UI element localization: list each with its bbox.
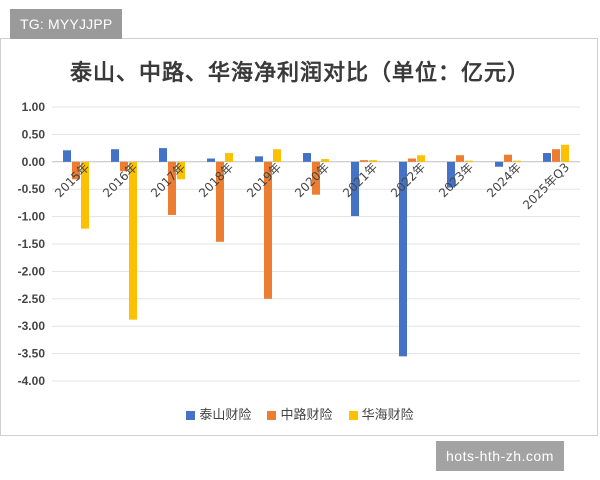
- legend: 泰山财险 中路财险 华海财险: [0, 404, 600, 423]
- grid-layer: [52, 106, 580, 382]
- bar: [561, 144, 569, 162]
- legend-item-zhonglu: 中路财险: [267, 404, 333, 423]
- bar: [255, 156, 263, 162]
- bar: [81, 161, 89, 229]
- bar: [417, 155, 425, 162]
- chart-frame: [0, 38, 598, 436]
- x-tick-label: 2025年Q3: [520, 160, 572, 212]
- y-axis-ticks: 1.00 0.50 0.00 -0.50 -1.00 -1.50 -2.00 -2.50 -3.…: [18, 100, 46, 388]
- bar: [168, 161, 176, 215]
- legend-swatch-zhonglu: [267, 411, 277, 420]
- bar: [177, 161, 185, 180]
- x-tick-label: 2022年: [388, 160, 428, 200]
- legend-label-huahai: 华海财险: [361, 408, 414, 423]
- bar: [207, 158, 215, 162]
- bar: [159, 148, 167, 162]
- bar: [504, 154, 512, 162]
- bar: [465, 160, 473, 162]
- y-tick-label: -4.00: [18, 374, 46, 388]
- legend-item-taishan: 泰山财险: [186, 404, 251, 423]
- y-tick-label: -2.50: [18, 292, 46, 306]
- y-tick-label: 0.50: [22, 127, 46, 141]
- y-tick-label: 1.00: [22, 100, 46, 114]
- bar: [351, 161, 359, 217]
- x-tick-label: 2023年: [436, 160, 476, 200]
- y-tick-label: 0.00: [22, 155, 46, 169]
- watermark: hots-hth-zh.com: [436, 441, 564, 471]
- bar: [216, 161, 224, 242]
- x-tick-label: 2021年: [340, 160, 380, 200]
- bar: [111, 149, 119, 162]
- bar: [312, 161, 320, 195]
- bar: [63, 150, 71, 162]
- y-tick-label: -3.50: [18, 347, 46, 361]
- legend-label-zhonglu: 中路财险: [280, 408, 333, 423]
- x-tick-label: 2024年: [484, 160, 524, 200]
- y-tick-label: -0.50: [18, 182, 46, 196]
- bar: [447, 161, 455, 188]
- y-tick-label: -1.50: [18, 237, 46, 251]
- bars: [63, 144, 569, 357]
- bar: [264, 161, 272, 299]
- chart-title: 泰山、中路、华海净利润对比（单位：亿元）: [69, 60, 530, 86]
- legend-label-taishan: 泰山财险: [199, 408, 252, 423]
- y-tick-label: -2.00: [18, 264, 46, 278]
- bar: [369, 160, 377, 162]
- bar: [543, 153, 551, 162]
- tg-badge: TG: MYYJJPP: [10, 9, 123, 39]
- bar: [303, 153, 311, 162]
- y-tick-label: -1.00: [18, 210, 46, 224]
- y-tick-label: -3.00: [18, 319, 46, 333]
- bar: [321, 159, 329, 162]
- bar: [360, 160, 368, 162]
- bar: [72, 161, 80, 180]
- bar: [513, 160, 521, 162]
- bar: [120, 161, 128, 172]
- bar: [456, 155, 464, 162]
- legend-swatch-huahai: [348, 411, 358, 420]
- bar: [495, 161, 503, 167]
- legend-swatch-taishan: [186, 411, 196, 420]
- bar: [399, 161, 407, 357]
- bar: [129, 161, 137, 320]
- bar: [408, 158, 416, 162]
- bar: [273, 149, 281, 162]
- bar: [552, 149, 560, 162]
- bar: [225, 153, 233, 162]
- legend-item-huahai: 华海财险: [348, 404, 414, 423]
